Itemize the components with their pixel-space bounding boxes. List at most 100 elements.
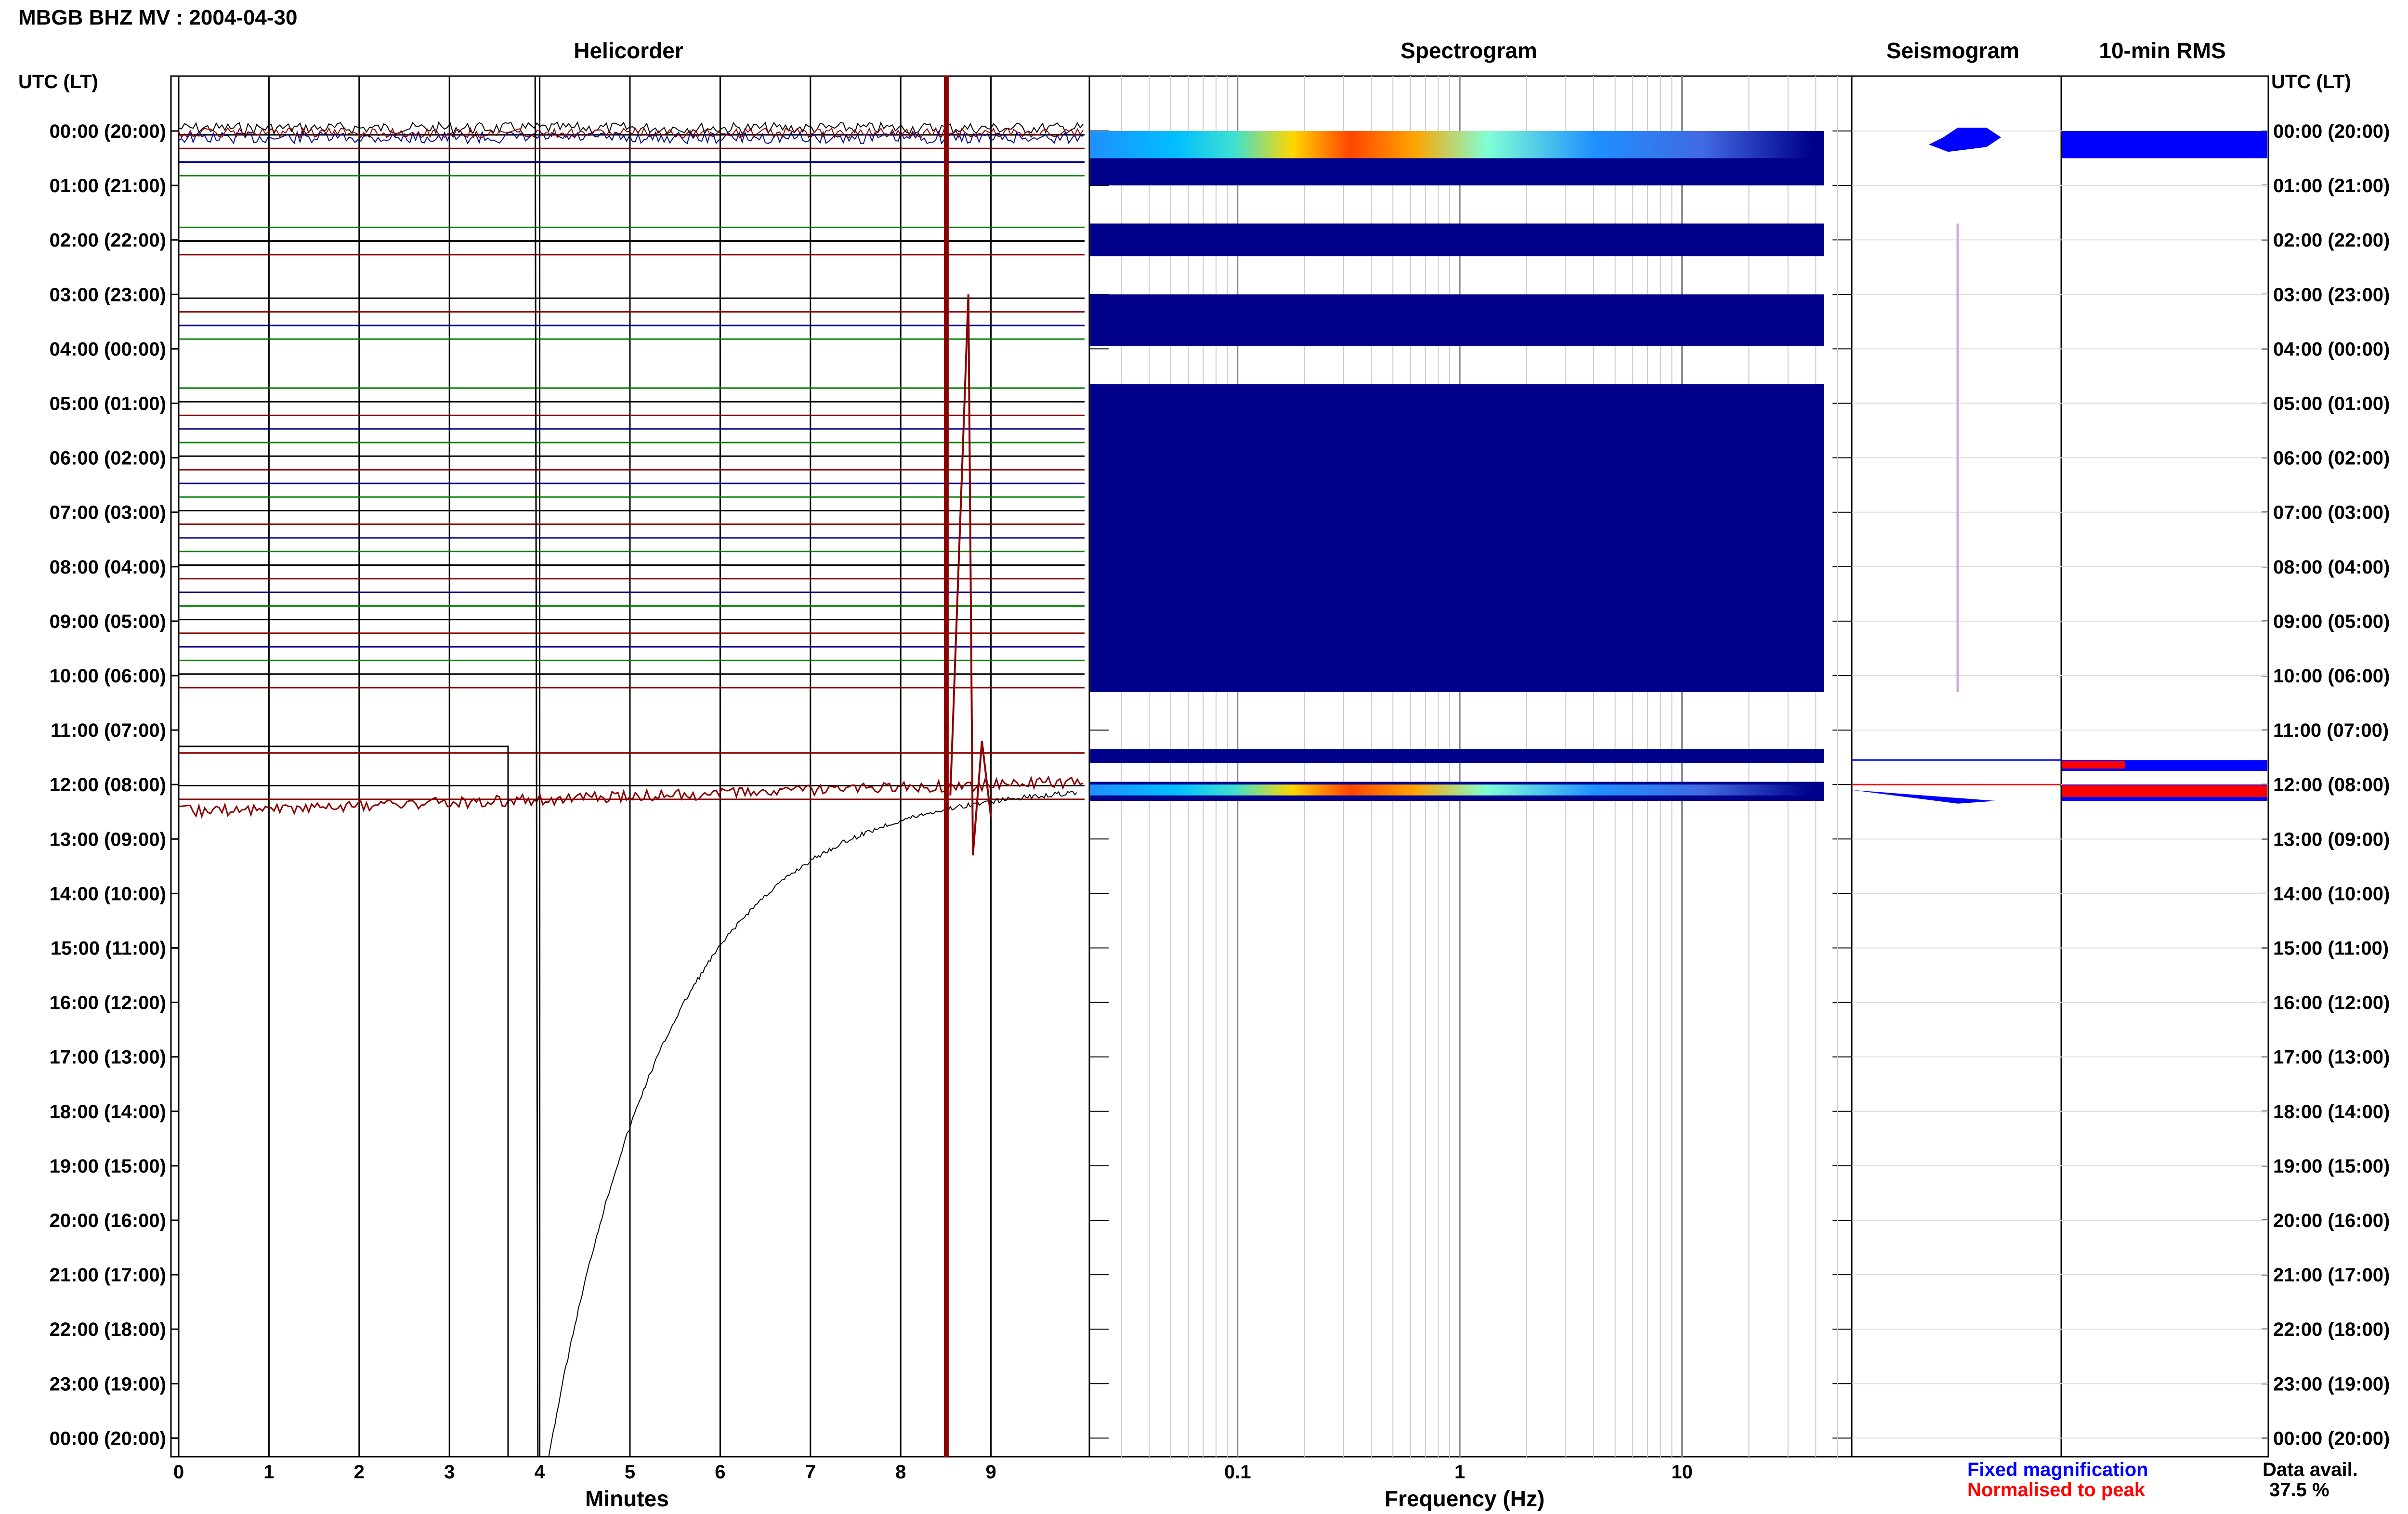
time-tick-left: 04:00 (00:00) xyxy=(50,339,166,360)
time-tick-left: 20:00 (16:00) xyxy=(50,1210,166,1231)
minutes-axis-label: Minutes xyxy=(585,1486,669,1511)
panel-title-helicorder: Helicorder xyxy=(574,38,683,63)
time-tick-left: 22:00 (18:00) xyxy=(50,1319,166,1340)
frequency-tick-label: 0.1 xyxy=(1224,1462,1251,1483)
time-tick-right: 12:00 (08:00) xyxy=(2273,774,2390,796)
minutes-tick-label: 8 xyxy=(895,1462,906,1483)
helicorder-noise-red xyxy=(178,126,1084,139)
time-tick-right: 10:00 (06:00) xyxy=(2273,666,2390,687)
helicorder-noise-black xyxy=(178,121,1084,135)
time-tick-left: 15:00 (11:00) xyxy=(51,938,166,959)
rms-fixed-bar xyxy=(2062,131,2267,158)
rms-norm-bar xyxy=(2062,760,2125,769)
time-tick-left: 09:00 (05:00) xyxy=(50,611,166,632)
helicorder-spike-red xyxy=(943,76,949,1457)
helicorder-spike-black xyxy=(534,76,539,1457)
legend-normalised-to-peak: Normalised to peak xyxy=(1967,1479,2146,1501)
time-tick-right: 14:00 (10:00) xyxy=(2273,883,2390,904)
time-tick-right: 23:00 (19:00) xyxy=(2273,1373,2390,1395)
helicorder-drift-red xyxy=(178,775,1084,819)
time-tick-right: 15:00 (11:00) xyxy=(2273,938,2389,959)
time-tick-left: 18:00 (14:00) xyxy=(50,1101,166,1122)
time-tick-right: 00:00 (20:00) xyxy=(2273,1428,2390,1449)
time-axis-label-left: UTC (LT) xyxy=(18,71,98,92)
seismogram-blob-bottom xyxy=(1852,790,1996,804)
time-tick-right: 05:00 (01:00) xyxy=(2273,393,2390,415)
time-tick-left: 06:00 (02:00) xyxy=(50,448,166,469)
rms-norm-bar xyxy=(2062,785,2267,797)
time-tick-left: 19:00 (15:00) xyxy=(50,1156,166,1177)
time-axis-label-right: UTC (LT) xyxy=(2271,71,2351,92)
time-tick-left: 13:00 (09:00) xyxy=(50,829,166,850)
minutes-tick-label: 1 xyxy=(263,1462,274,1483)
time-tick-right: 18:00 (14:00) xyxy=(2273,1101,2390,1122)
panel-title-spectrogram: Spectrogram xyxy=(1400,38,1537,63)
time-tick-left: 16:00 (12:00) xyxy=(50,992,166,1014)
time-tick-left: 12:00 (08:00) xyxy=(50,774,166,796)
spectrogram-energy-band xyxy=(1090,131,1812,158)
time-tick-left: 07:00 (03:00) xyxy=(50,502,166,523)
time-tick-right: 06:00 (02:00) xyxy=(2273,448,2390,469)
frequency-axis-label: Frequency (Hz) xyxy=(1385,1486,1545,1511)
helicorder-burst-red xyxy=(949,294,992,856)
time-tick-left: 05:00 (01:00) xyxy=(50,393,166,415)
minutes-tick-label: 0 xyxy=(173,1462,184,1483)
time-tick-right: 17:00 (13:00) xyxy=(2273,1047,2390,1068)
time-tick-right: 16:00 (12:00) xyxy=(2273,992,2390,1014)
data-avail-label: Data avail. xyxy=(2263,1459,2358,1480)
frequency-tick-label: 10 xyxy=(1671,1462,1693,1483)
time-tick-right: 19:00 (15:00) xyxy=(2273,1156,2390,1177)
time-tick-right: 13:00 (09:00) xyxy=(2273,829,2390,850)
panel-title-rms: 10-min RMS xyxy=(2099,38,2226,63)
time-tick-left: 11:00 (07:00) xyxy=(51,720,166,741)
helicorder-noise-blue xyxy=(178,130,1084,145)
helicorder-step-black xyxy=(179,745,509,1457)
time-tick-right: 03:00 (23:00) xyxy=(2273,284,2390,305)
time-tick-left: 00:00 (20:00) xyxy=(50,1428,166,1449)
time-tick-left: 14:00 (10:00) xyxy=(50,883,166,904)
time-tick-left: 10:00 (06:00) xyxy=(50,666,166,687)
data-avail-value: 37.5 % xyxy=(2269,1479,2329,1501)
spectrogram-block xyxy=(1090,384,1824,692)
time-tick-right: 09:00 (05:00) xyxy=(2273,611,2390,632)
time-tick-left: 08:00 (04:00) xyxy=(50,557,166,578)
minutes-tick-label: 5 xyxy=(625,1462,635,1483)
time-tick-right: 22:00 (18:00) xyxy=(2273,1319,2390,1340)
panel-title-seismogram: Seismogram xyxy=(1886,38,2020,63)
spectrogram-block xyxy=(1090,749,1824,763)
page-title: MBGB BHZ MV : 2004-04-30 xyxy=(18,6,298,29)
time-tick-left: 01:00 (21:00) xyxy=(50,175,166,196)
minutes-tick-label: 3 xyxy=(444,1462,455,1483)
minutes-tick-label: 7 xyxy=(805,1462,816,1483)
spectrogram-block xyxy=(1090,223,1824,257)
helicorder-recovery-black xyxy=(548,791,1077,1457)
minutes-tick-label: 6 xyxy=(715,1462,725,1483)
time-tick-right: 02:00 (22:00) xyxy=(2273,230,2390,251)
time-tick-left: 00:00 (20:00) xyxy=(50,121,166,142)
time-tick-right: 08:00 (04:00) xyxy=(2273,557,2390,578)
time-tick-left: 02:00 (22:00) xyxy=(50,230,166,251)
time-tick-right: 11:00 (07:00) xyxy=(2273,720,2389,741)
rms-panel xyxy=(2060,75,2269,1458)
spectrogram-block xyxy=(1090,294,1824,346)
time-tick-right: 07:00 (03:00) xyxy=(2273,502,2390,523)
time-tick-right: 21:00 (17:00) xyxy=(2273,1265,2390,1286)
time-tick-left: 17:00 (13:00) xyxy=(50,1047,166,1068)
time-tick-right: 04:00 (00:00) xyxy=(2273,339,2390,360)
spectrogram-panel xyxy=(1088,75,1853,1458)
seismogram-blob-top xyxy=(1929,128,2001,152)
frequency-tick-label: 1 xyxy=(1454,1462,1465,1483)
minutes-tick-label: 4 xyxy=(534,1462,545,1483)
legend-fixed-magnification: Fixed magnification xyxy=(1967,1459,2148,1480)
time-tick-right: 20:00 (16:00) xyxy=(2273,1210,2390,1231)
time-tick-left: 03:00 (23:00) xyxy=(50,284,166,305)
time-tick-right: 00:00 (20:00) xyxy=(2273,121,2390,142)
time-tick-left: 23:00 (19:00) xyxy=(50,1373,166,1395)
minutes-tick-label: 9 xyxy=(985,1462,996,1483)
time-tick-right: 01:00 (21:00) xyxy=(2273,175,2390,196)
spectrogram-energy-band xyxy=(1090,784,1812,796)
time-tick-left: 21:00 (17:00) xyxy=(50,1265,166,1286)
minutes-tick-label: 2 xyxy=(354,1462,365,1483)
